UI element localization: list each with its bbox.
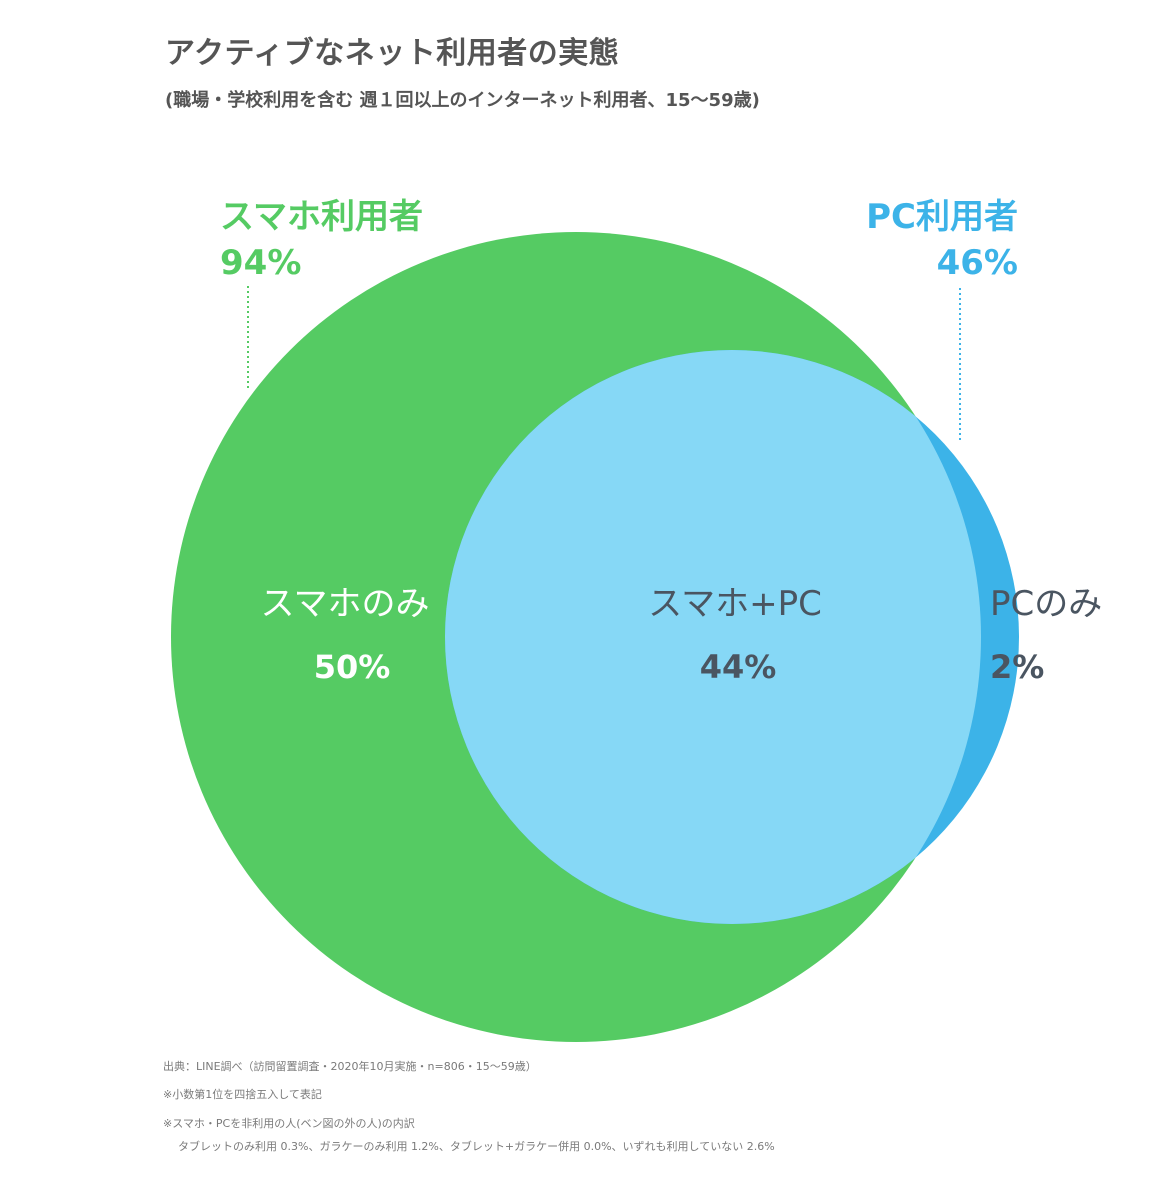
rounding-note: ※小数第1位を四捨五入して表記	[163, 1088, 322, 1101]
set-label-pc-users: PC利用者	[866, 197, 1018, 237]
region-label-pc-only: PCのみ	[990, 584, 1102, 624]
source-note: 出典：LINE調べ（訪問留置調査・2020年10月実施・n=806・15〜59歳…	[163, 1060, 537, 1073]
chart-title: アクティブなネット利用者の実態	[165, 36, 620, 71]
set-value-smartphone-users: 94%	[220, 243, 301, 283]
region-value-smartphone-only: 50%	[314, 648, 391, 686]
chart-subtitle: (職場・学校利用を含む 週１回以上のインターネット利用者、15〜59歳)	[165, 90, 760, 111]
region-value-pc-only: 2%	[990, 648, 1044, 686]
region-label-smartphone-only: スマホのみ	[261, 584, 430, 624]
region-value-smartphone-and-pc: 44%	[700, 648, 777, 686]
non-user-breakdown-detail: タブレットのみ利用 0.3%、ガラケーのみ利用 1.2%、タブレット+ガラケー併…	[178, 1140, 775, 1153]
set-value-pc-users: 46%	[937, 243, 1018, 283]
region-label-smartphone-and-pc: スマホ+PC	[648, 584, 822, 624]
set-label-smartphone-users: スマホ利用者	[220, 197, 423, 237]
smartphone-pc-overlap-region	[445, 350, 981, 924]
non-user-breakdown-note: ※スマホ・PCを非利用の人(ベン図の外の人)の内訳	[163, 1117, 415, 1130]
